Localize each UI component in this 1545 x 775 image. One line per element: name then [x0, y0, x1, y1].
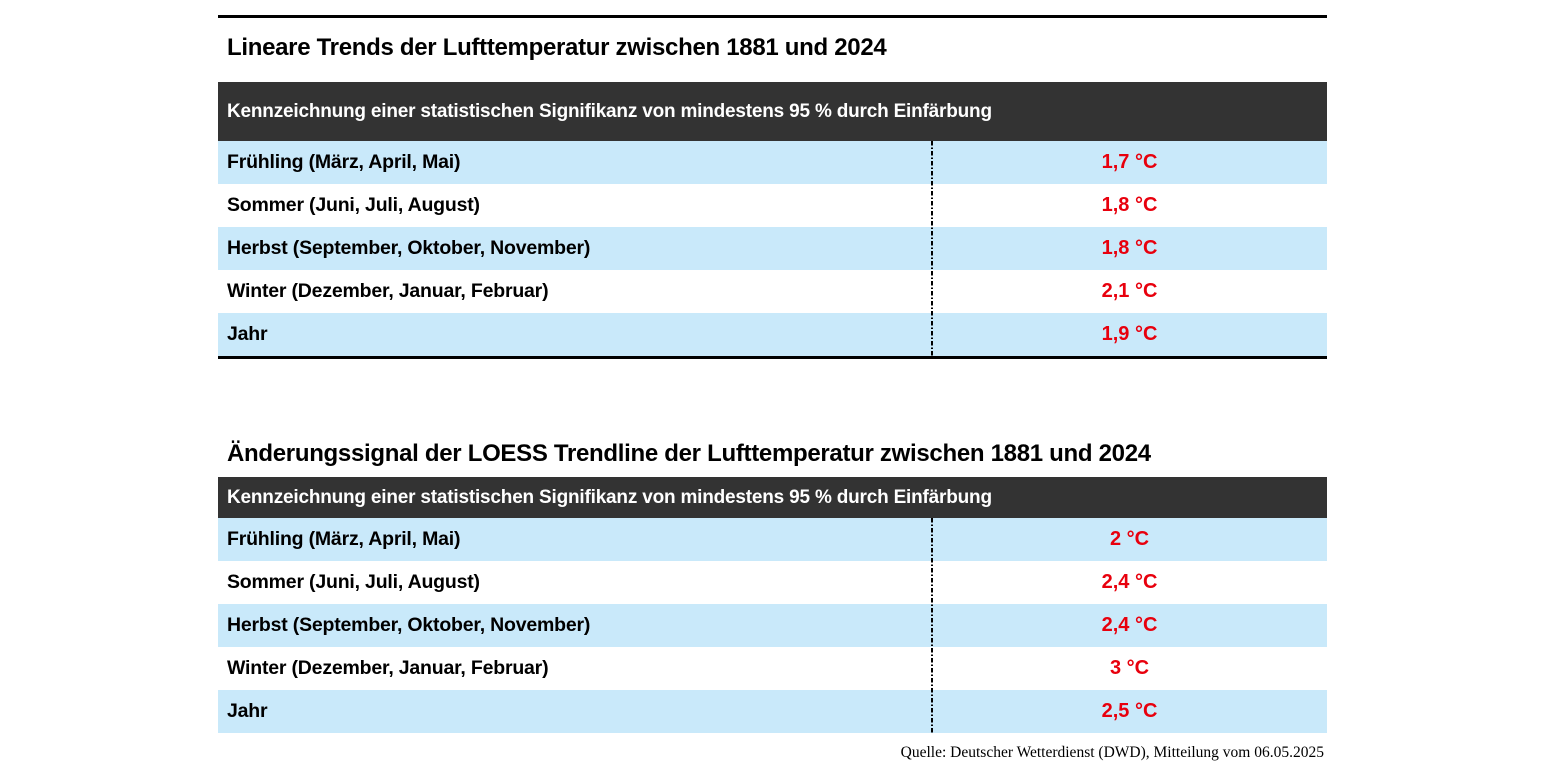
trend-value: 2,4 °C — [1101, 571, 1158, 593]
table-row: Sommer (Juni, Juli, August) 1,8 °C — [218, 184, 1327, 227]
season-label: Winter (Dezember, Januar, Februar) — [227, 280, 549, 302]
table-row: Jahr 1,9 °C — [218, 313, 1327, 356]
table1-significance-header: Kennzeichnung einer statistischen Signif… — [218, 82, 1327, 141]
season-label: Jahr — [227, 323, 268, 345]
table1-body: Frühling (März, April, Mai) 1,7 °C Somme… — [218, 141, 1327, 359]
table2-significance-header: Kennzeichnung einer statistischen Signif… — [218, 477, 1327, 518]
trend-value: 2,1 °C — [1101, 280, 1158, 302]
trend-value: 2 °C — [1109, 528, 1150, 550]
trend-value: 1,7 °C — [1101, 151, 1158, 173]
trend-value: 2,4 °C — [1101, 614, 1158, 636]
report-sheet: Lineare Trends der Lufttemperatur zwisch… — [218, 0, 1327, 775]
season-label: Sommer (Juni, Juli, August) — [227, 571, 480, 593]
season-label: Sommer (Juni, Juli, August) — [227, 194, 480, 216]
season-label: Winter (Dezember, Januar, Februar) — [227, 657, 549, 679]
table2-title: Änderungssignal der LOESS Trendline der … — [227, 440, 1151, 467]
table-row: Frühling (März, April, Mai) 1,7 °C — [218, 141, 1327, 184]
table-row: Winter (Dezember, Januar, Februar) 3 °C — [218, 647, 1327, 690]
table-row: Winter (Dezember, Januar, Februar) 2,1 °… — [218, 270, 1327, 313]
trend-value: 2,5 °C — [1101, 700, 1158, 722]
season-label: Herbst (September, Oktober, November) — [227, 237, 591, 259]
table-row: Frühling (März, April, Mai) 2 °C — [218, 518, 1327, 561]
table1-title: Lineare Trends der Lufttemperatur zwisch… — [227, 34, 887, 61]
column-divider-dashdot-line — [931, 518, 933, 733]
table-row: Herbst (September, Oktober, November) 2,… — [218, 604, 1327, 647]
trend-value: 1,8 °C — [1101, 237, 1158, 259]
trend-value: 1,9 °C — [1101, 323, 1158, 345]
table-row: Herbst (September, Oktober, November) 1,… — [218, 227, 1327, 270]
season-label: Jahr — [227, 700, 268, 722]
table2-body: Frühling (März, April, Mai) 2 °C Sommer … — [218, 518, 1327, 733]
table-row: Jahr 2,5 °C — [218, 690, 1327, 733]
source-attribution: Quelle: Deutscher Wetterdienst (DWD), Mi… — [900, 744, 1324, 761]
top-divider-rule — [218, 15, 1327, 18]
table-row: Sommer (Juni, Juli, August) 2,4 °C — [218, 561, 1327, 604]
season-label: Herbst (September, Oktober, November) — [227, 614, 591, 636]
trend-value: 1,8 °C — [1101, 194, 1158, 216]
trend-value: 3 °C — [1109, 657, 1150, 679]
season-label: Frühling (März, April, Mai) — [227, 151, 461, 173]
column-divider-dashdot-line — [931, 141, 933, 356]
season-label: Frühling (März, April, Mai) — [227, 528, 461, 550]
